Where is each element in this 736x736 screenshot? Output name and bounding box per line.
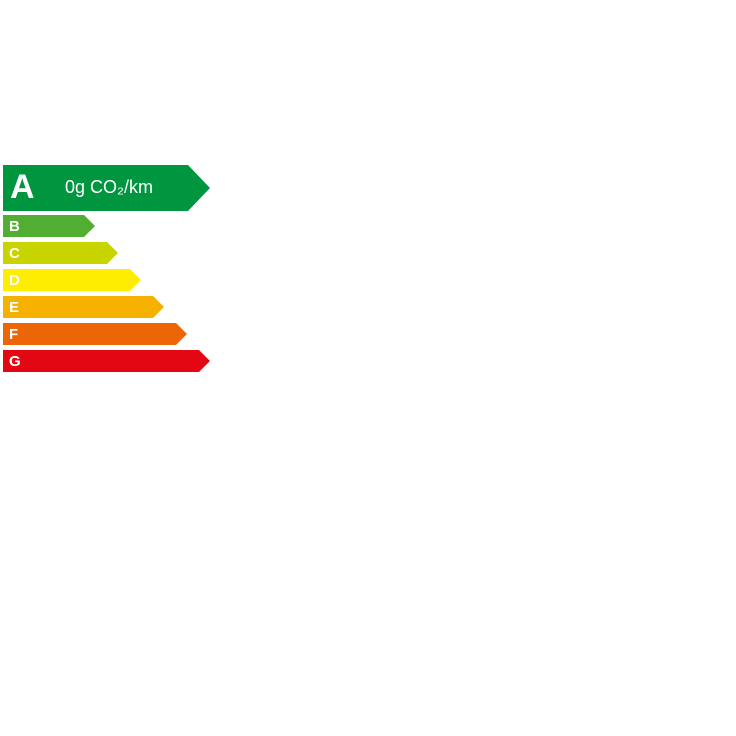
class-arrow: [3, 215, 95, 237]
class-letter: B: [9, 218, 20, 235]
class-arrow: [3, 242, 118, 264]
class-letter: A: [10, 168, 35, 206]
class-arrow: [3, 323, 187, 345]
class-arrow-a: [3, 165, 210, 211]
emission-label: 0g CO₂/km: [65, 177, 153, 197]
class-letter: G: [9, 353, 21, 370]
class-letter: D: [9, 272, 20, 289]
class-letter: F: [9, 326, 18, 343]
class-arrow: [3, 269, 141, 291]
class-arrow: [3, 350, 210, 372]
class-arrow: [3, 296, 164, 318]
class-letter: C: [9, 245, 20, 262]
class-letter: E: [9, 299, 19, 316]
